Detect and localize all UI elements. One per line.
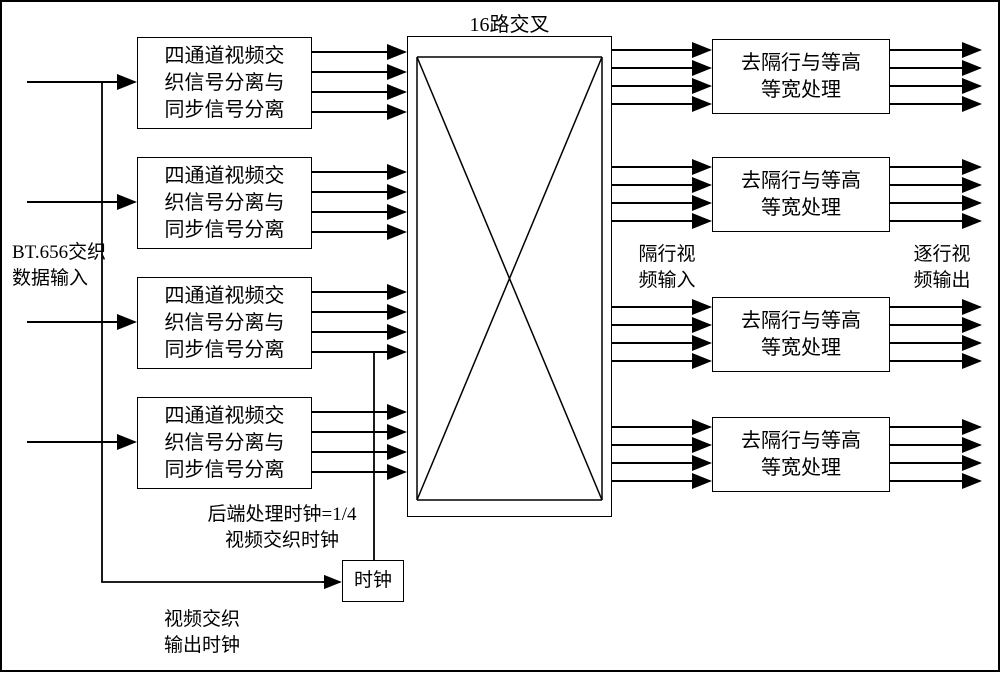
crossbar-box (407, 36, 612, 517)
separator-box-1: 四通道视频交织信号分离与同步信号分离 (137, 37, 312, 129)
deinterlace-box-1: 去隔行与等高等宽处理 (712, 39, 890, 114)
deinterlace-text: 去隔行与等高等宽处理 (741, 50, 861, 104)
separator-box-3: 四通道视频交织信号分离与同步信号分离 (137, 277, 312, 369)
clock-label: 时钟 (354, 568, 392, 594)
deinterlace-box-4: 去隔行与等高等宽处理 (712, 417, 890, 492)
separator-box-2: 四通道视频交织信号分离与同步信号分离 (137, 157, 312, 249)
deinterlace-text: 去隔行与等高等宽处理 (741, 428, 861, 482)
crossbar-title: 16路交叉 (407, 12, 612, 39)
deinterlace-box-3: 去隔行与等高等宽处理 (712, 297, 890, 372)
diagram-canvas: 16路交叉 四通道视频交织信号分离与同步信号分离 四通道视频交织信号分离与同步信… (0, 0, 1000, 672)
clock-note-label: 后端处理时钟=1/4视频交织时钟 (172, 502, 392, 553)
interlaced-in-label: 隔行视频输入 (622, 242, 712, 293)
deinterlace-text: 去隔行与等高等宽处理 (741, 308, 861, 362)
separator-text: 四通道视频交织信号分离与同步信号分离 (165, 403, 285, 484)
clock-box: 时钟 (342, 560, 404, 602)
separator-box-4: 四通道视频交织信号分离与同步信号分离 (137, 397, 312, 489)
separator-text: 四通道视频交织信号分离与同步信号分离 (165, 283, 285, 364)
deinterlace-box-2: 去隔行与等高等宽处理 (712, 157, 890, 232)
separator-text: 四通道视频交织信号分离与同步信号分离 (165, 43, 285, 124)
bt656-input-label: BT.656交织数据输入 (12, 240, 132, 291)
separator-text: 四通道视频交织信号分离与同步信号分离 (165, 163, 285, 244)
clock-out-label: 视频交织输出时钟 (142, 607, 262, 658)
progressive-out-label: 逐行视频输出 (897, 242, 987, 293)
deinterlace-text: 去隔行与等高等宽处理 (741, 168, 861, 222)
